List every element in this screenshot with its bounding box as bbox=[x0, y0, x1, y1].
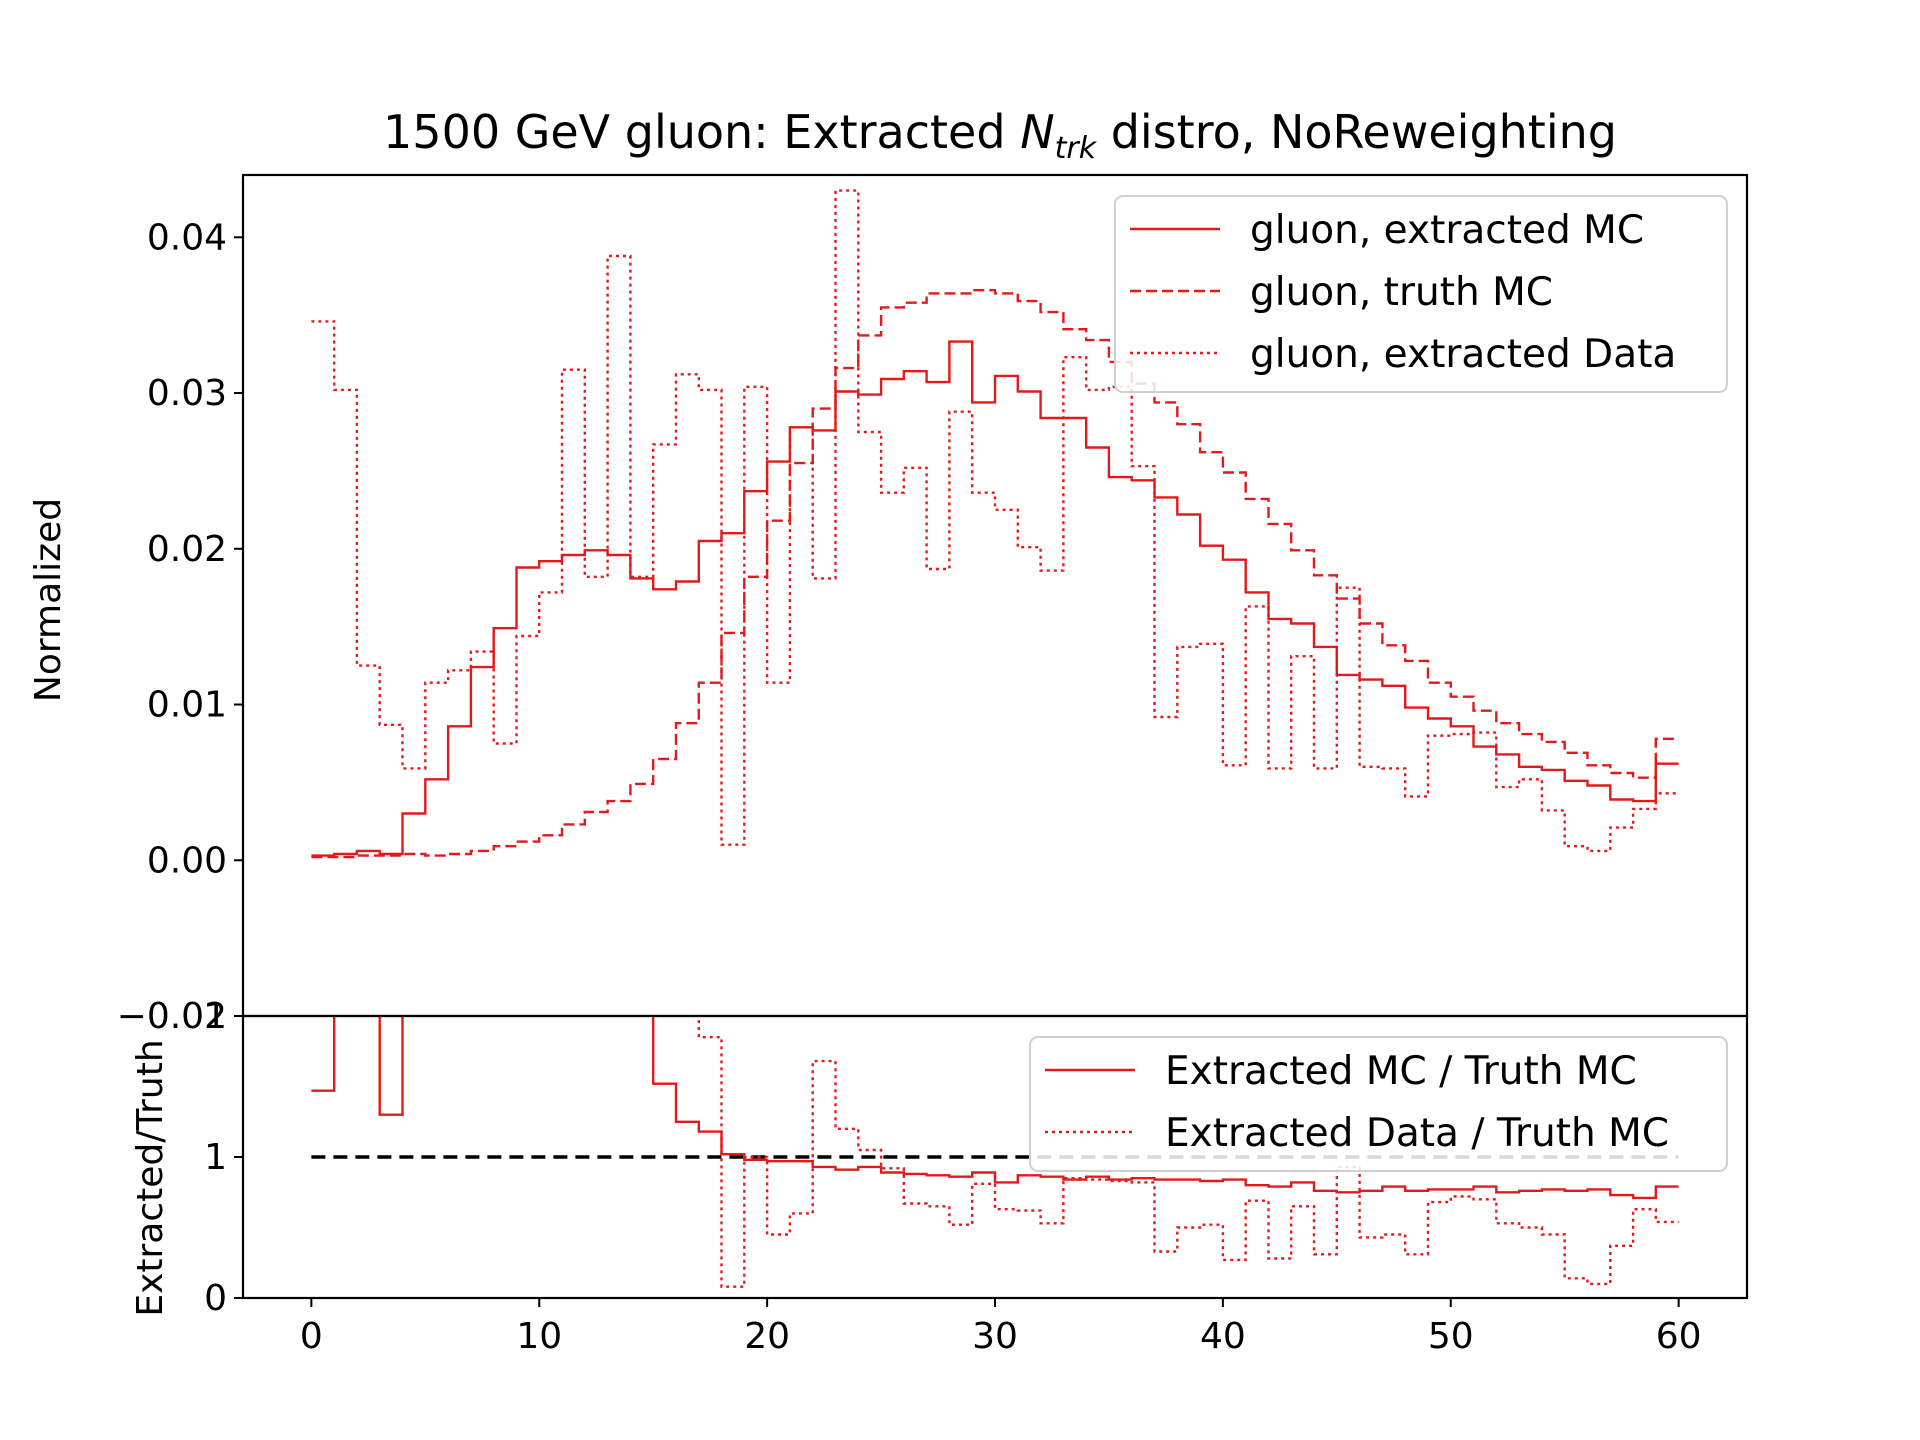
xtick-label: 0 bbox=[300, 1316, 323, 1357]
bottom-legend: Extracted MC / Truth MC Extracted Data /… bbox=[1029, 1036, 1728, 1172]
bottom-legend-box bbox=[1029, 1036, 1728, 1172]
xtick-label: 40 bbox=[1200, 1316, 1246, 1357]
xtick-label: 60 bbox=[1656, 1316, 1702, 1357]
bottom-ytick-label: 1 bbox=[204, 1137, 227, 1178]
top-ytick-label: 0.04 bbox=[147, 217, 227, 258]
x-axis: 0 10 20 30 40 50 60 bbox=[300, 1298, 1702, 1357]
xtick-label: 10 bbox=[516, 1316, 562, 1357]
chart-title: 1500 GeV gluon: Extracted Ntrk distro, N… bbox=[383, 105, 1617, 166]
legend-extracted-mc: gluon, extracted MC bbox=[1250, 208, 1644, 253]
bottom-ylabel: Extracted/Truth bbox=[130, 1039, 171, 1316]
top-ytick-label: −0.01 bbox=[117, 996, 227, 1037]
top-legend-box bbox=[1114, 195, 1728, 393]
bottom-ytick-label: 2 bbox=[204, 996, 227, 1037]
bottom-panel-frame bbox=[241, 1014, 1749, 1300]
ratio-series-solid-line bbox=[311, 1016, 1679, 1200]
bottom-panel-plot-area bbox=[311, 1016, 1679, 1288]
top-legend: gluon, extracted MC gluon, truth MC gluo… bbox=[1114, 195, 1728, 393]
top-ytick-label: 0.03 bbox=[147, 373, 227, 414]
top-panel-plot-area bbox=[311, 189, 1679, 859]
top-ytick-label: 0.00 bbox=[147, 840, 227, 881]
top-ylabel: Normalized bbox=[28, 498, 69, 702]
top-series-dashed-line bbox=[311, 289, 1679, 859]
legend-extracted-data: gluon, extracted Data bbox=[1250, 332, 1676, 377]
legend-ratio-data: Extracted Data / Truth MC bbox=[1165, 1111, 1669, 1156]
top-series-solid-line bbox=[311, 340, 1679, 857]
top-ytick-label: 0.01 bbox=[147, 685, 227, 726]
legend-ratio-mc: Extracted MC / Truth MC bbox=[1165, 1049, 1637, 1094]
xtick-label: 30 bbox=[972, 1316, 1018, 1357]
top-ytick-label: 0.02 bbox=[147, 529, 227, 570]
top-y-axis: −0.01 0.00 0.01 0.02 0.03 0.04 bbox=[117, 217, 243, 1037]
legend-truth-mc: gluon, truth MC bbox=[1250, 270, 1553, 315]
xtick-label: 50 bbox=[1428, 1316, 1474, 1357]
xtick-label: 20 bbox=[744, 1316, 790, 1357]
bottom-y-axis: 0 1 2 bbox=[204, 996, 243, 1319]
ratio-series-dotted-line bbox=[697, 1016, 1679, 1288]
bottom-ytick-label: 0 bbox=[204, 1278, 227, 1319]
